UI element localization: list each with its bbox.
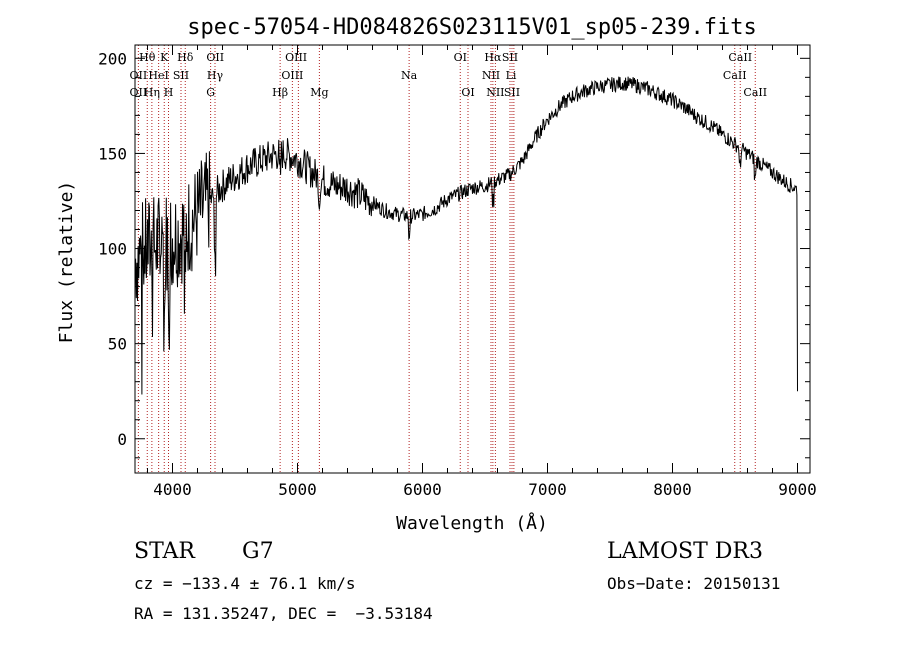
- marker-label: SII: [173, 69, 189, 82]
- y-tick-label: 100: [98, 240, 127, 259]
- x-axis-label: Wavelength (Å): [396, 512, 548, 534]
- y-axis-label: Flux (relative): [56, 181, 77, 344]
- marker-label: CaII: [743, 86, 767, 99]
- observation-date: Obs−Date: 20150131: [607, 574, 781, 593]
- marker-label: HeI: [148, 69, 168, 82]
- spectrum-chart: spec-57054-HD084826S023115V01_sp05-239.f…: [56, 15, 817, 534]
- marker-lines: [137, 45, 756, 473]
- marker-label: NII: [486, 86, 504, 99]
- marker-label: Li: [506, 69, 517, 82]
- marker-label: Hβ: [272, 86, 288, 99]
- marker-label: SII: [504, 86, 520, 99]
- marker-label: Hα: [484, 51, 502, 64]
- marker-label: OI: [454, 51, 467, 64]
- redshift-velocity: cz = −133.4 ± 76.1 km/s: [134, 574, 356, 593]
- x-axis: 4000 5000 6000 7000 8000 9000: [147, 45, 817, 499]
- x-tick-label: 9000: [778, 480, 817, 499]
- marker-label: NII: [482, 69, 500, 82]
- spectral-subclass: G7: [242, 539, 274, 564]
- chart-title: spec-57054-HD084826S023115V01_sp05-239.f…: [187, 15, 757, 40]
- x-tick-label: 7000: [528, 480, 567, 499]
- plot-frame: [134, 44, 811, 474]
- y-tick-label: 50: [108, 335, 127, 354]
- marker-label: Hγ: [207, 69, 224, 82]
- survey-name: LAMOST DR3: [607, 539, 763, 564]
- marker-label: OII: [130, 69, 148, 82]
- marker-label: CaII: [728, 51, 752, 64]
- x-tick-label: 4000: [153, 480, 192, 499]
- y-tick-label: 150: [98, 144, 127, 163]
- marker-label: OIII: [285, 51, 307, 64]
- marker-label: OIII: [281, 69, 303, 82]
- marker-label: H: [164, 86, 174, 99]
- marker-label: OI: [461, 86, 474, 99]
- ra-dec-coordinates: RA = 131.35247, DEC = −3.53184: [134, 604, 433, 623]
- marker-label: Na: [401, 69, 418, 82]
- marker-label: Hη: [144, 86, 160, 99]
- x-tick-label: 5000: [278, 480, 317, 499]
- marker-label: Hθ: [139, 51, 156, 64]
- marker-label: CaII: [723, 69, 747, 82]
- y-tick-label: 0: [117, 430, 127, 449]
- marker-label: OII: [206, 51, 224, 64]
- x-tick-label: 8000: [653, 480, 692, 499]
- marker-label: Mg: [310, 86, 328, 99]
- object-type: STAR: [134, 539, 195, 564]
- x-tick-label: 6000: [403, 480, 442, 499]
- marker-label: K: [160, 51, 169, 64]
- y-tick-label: 200: [98, 49, 127, 68]
- marker-label: OII: [130, 86, 148, 99]
- marker-label: SII: [502, 51, 518, 64]
- y-axis: 0 50 100 150 200: [98, 49, 810, 459]
- marker-label: Hδ: [177, 51, 194, 64]
- flux-series-line: [135, 76, 798, 395]
- marker-label: G: [206, 86, 215, 99]
